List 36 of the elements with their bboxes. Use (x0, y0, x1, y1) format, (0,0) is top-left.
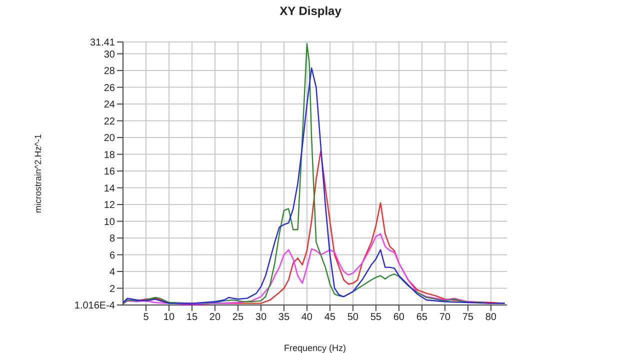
x-tick-label: 20 (209, 312, 221, 324)
y-tick-label: 12 (104, 200, 116, 212)
y-tick-label: 22 (104, 116, 116, 128)
y-tick-label: 6 (109, 250, 116, 262)
x-tick-label: 55 (370, 312, 382, 324)
x-tick-label: 65 (416, 312, 428, 324)
y-tick-label: 31.41 (90, 38, 116, 49)
y-tick-label: 4 (109, 267, 116, 278)
y-tick-label: 2 (109, 284, 116, 295)
y-tick-label: 30 (104, 49, 116, 60)
x-tick-label: 75 (462, 312, 474, 324)
x-tick-label: 40 (301, 312, 313, 324)
x-tick-label: 35 (278, 312, 290, 324)
chart-title: XY Display (278, 4, 342, 18)
y-axis-title: microstrain^2.Hz^-1 (33, 134, 44, 213)
y-tick-label: 8 (109, 234, 116, 245)
x-tick-label: 45 (324, 312, 336, 324)
x-tick-label: 5 (143, 312, 150, 324)
x-tick-label: 60 (393, 312, 405, 324)
y-tick-label: 14 (104, 183, 116, 194)
y-tick-label: 26 (104, 82, 116, 94)
x-tick-label: 50 (347, 312, 359, 324)
x-tick-label: 30 (255, 312, 267, 324)
y-tick-label: 16 (104, 166, 116, 178)
y-tick-label: 18 (104, 150, 116, 161)
y-tick-label: 28 (104, 66, 116, 78)
x-tick-label: 70 (439, 312, 451, 324)
y-tick-label: 10 (104, 216, 116, 228)
y-tick-label: 24 (104, 100, 116, 111)
x-axis-title: Frequency (Hz) (284, 343, 346, 353)
y-tick-label: 20 (104, 133, 116, 144)
y-tick-label: 1.016E-4 (74, 300, 116, 312)
x-tick-label: 80 (485, 312, 497, 324)
x-tick-label: 15 (186, 312, 198, 324)
x-tick-label: 25 (232, 312, 244, 324)
x-tick-label: 10 (163, 312, 175, 324)
